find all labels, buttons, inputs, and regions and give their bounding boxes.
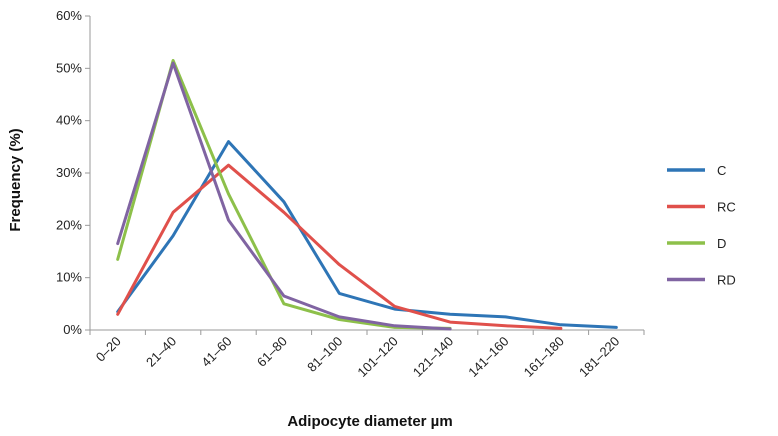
x-axis-ticks: 0–20 21–40 41–60 61–80 81–100 101–120 121–140 1… [89, 330, 645, 380]
series-lines [116, 59, 618, 331]
y-tick-label: 60% [56, 8, 82, 23]
x-tick-label: 141–160 [465, 334, 511, 380]
x-tick-label: 121–140 [410, 334, 456, 380]
y-tick-label: 10% [56, 270, 82, 285]
y-tick-label: 50% [56, 60, 82, 75]
x-tick-label: 0–20 [93, 334, 124, 365]
y-tick-label: 30% [56, 165, 82, 180]
series-line-rc [116, 163, 563, 330]
legend-label-rd: RD [717, 273, 736, 288]
series-line-d [116, 59, 452, 330]
series-line-rd [116, 61, 452, 331]
legend-label-rc: RC [717, 200, 736, 215]
x-tick-label: 181–220 [576, 334, 622, 380]
y-axis-ticks: 0% 10% 20% 30% 40% 50% 60% [56, 8, 90, 337]
series-line-c [116, 140, 618, 329]
legend-label-c: C [717, 163, 726, 178]
x-tick-label: 161–180 [521, 334, 567, 380]
legend-label-d: D [717, 236, 726, 251]
x-tick-label: 81–100 [304, 334, 345, 375]
x-tick-label: 61–80 [254, 334, 290, 370]
y-tick-label: 40% [56, 113, 82, 128]
y-tick-label: 0% [63, 322, 82, 337]
y-axis-title: Frequency (%) [7, 128, 24, 231]
x-axis-title: Adipocyte diameter µm [287, 413, 452, 430]
x-tick-label: 21–40 [143, 334, 179, 370]
legend: C RC D RD [667, 163, 736, 288]
x-tick-label: 101–120 [354, 334, 400, 380]
y-tick-label: 20% [56, 217, 82, 232]
x-tick-label: 41–60 [198, 334, 234, 370]
